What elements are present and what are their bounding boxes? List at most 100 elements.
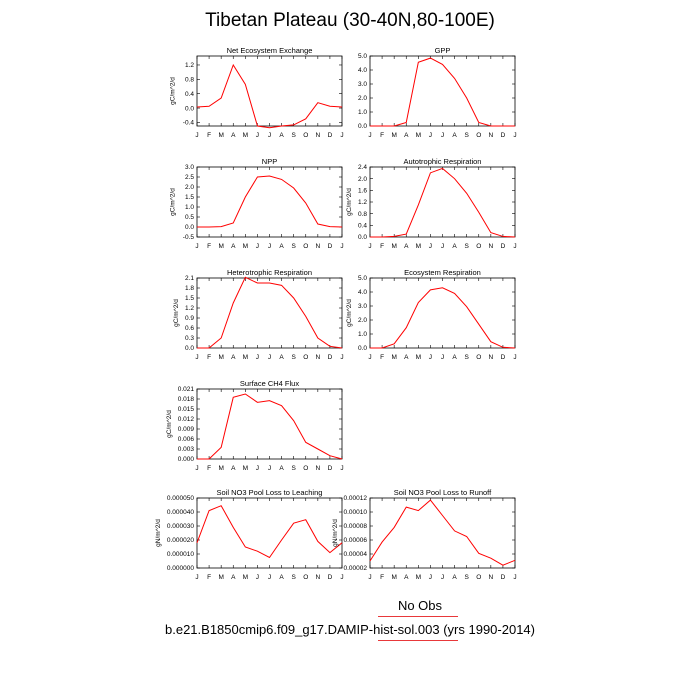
y-tick-label: 0.0 — [358, 234, 367, 241]
y-tick-label: 0.000010 — [167, 551, 194, 558]
x-tick-label: S — [291, 132, 296, 139]
series-line — [369, 499, 516, 566]
x-tick-label: J — [429, 574, 432, 581]
y-tick-label: 1.0 — [185, 204, 194, 211]
y-tick-label: 2.0 — [358, 176, 367, 183]
x-tick-label: J — [513, 132, 516, 139]
x-tick-label: J — [256, 465, 259, 472]
y-axis-label: gC/m^2/d — [346, 299, 353, 327]
x-tick-label: M — [416, 243, 421, 250]
y-tick-label: 5.0 — [358, 53, 367, 60]
x-tick-label: S — [464, 132, 469, 139]
chart-panel-4: J F M A M J J A S O N D J2.11.81.51.20.90.60.30.0Het… — [173, 268, 343, 361]
x-tick-label: J — [513, 243, 516, 250]
series-line — [197, 276, 343, 349]
x-tick-label: A — [279, 574, 284, 581]
y-tick-label: 0.5 — [185, 214, 194, 221]
y-tick-label: 0.0 — [358, 123, 367, 130]
x-tick-label: J — [256, 132, 259, 139]
x-tick-label: N — [315, 354, 320, 361]
x-tick-label: D — [328, 132, 333, 139]
x-tick-label: O — [476, 354, 481, 361]
x-tick-label: D — [328, 465, 333, 472]
x-tick-label: M — [218, 132, 223, 139]
x-tick-label: D — [501, 132, 506, 139]
chart-title: Surface CH4 Flux — [240, 379, 299, 388]
page-title: Tibetan Plateau (30-40N,80-100E) — [205, 10, 495, 31]
y-tick-label: 0.000050 — [167, 495, 194, 502]
x-tick-label: M — [243, 243, 248, 250]
x-tick-label: A — [279, 354, 284, 361]
x-tick-label: A — [231, 574, 236, 581]
y-tick-label: 0.00010 — [344, 509, 368, 516]
x-tick-label: F — [380, 132, 384, 139]
y-tick-label: 0.006 — [178, 436, 195, 443]
x-tick-label: M — [391, 354, 396, 361]
chart-title: Heterotrophic Respiration — [227, 268, 312, 277]
y-axis-label: gN/m^2/d — [155, 519, 162, 547]
x-tick-label: O — [476, 574, 481, 581]
x-tick-label: J — [340, 465, 343, 472]
y-tick-label: 0.00002 — [344, 565, 368, 572]
x-tick-label: J — [195, 354, 198, 361]
series-line — [196, 63, 343, 129]
y-tick-label: 0.4 — [185, 91, 194, 98]
y-tick-label: 1.2 — [185, 305, 194, 312]
x-tick-label: S — [291, 465, 296, 472]
y-tick-label: 0.8 — [185, 77, 194, 84]
y-tick-label: 4.0 — [358, 289, 367, 296]
x-tick-label: F — [207, 243, 211, 250]
x-tick-label: J — [368, 574, 371, 581]
y-tick-label: 0.3 — [185, 335, 194, 342]
chart-title: NPP — [262, 157, 277, 166]
x-tick-label: J — [256, 243, 259, 250]
x-tick-label: S — [464, 243, 469, 250]
chart-title: Soil NO3 Pool Loss to Runoff — [394, 488, 492, 497]
y-tick-label: 0.000020 — [167, 537, 194, 544]
plot-frame — [369, 55, 516, 127]
x-tick-label: N — [315, 243, 320, 250]
x-tick-label: D — [328, 574, 333, 581]
y-tick-label: 0.000030 — [167, 523, 194, 530]
plot-frame — [196, 277, 343, 349]
x-tick-label: J — [268, 132, 271, 139]
y-tick-label: 0.0 — [185, 224, 194, 231]
x-tick-label: F — [207, 465, 211, 472]
x-tick-label: F — [380, 243, 384, 250]
x-tick-label: J — [441, 132, 444, 139]
y-tick-label: 0.00012 — [344, 495, 368, 502]
x-tick-label: S — [291, 574, 296, 581]
chart-title: Net Ecosystem Exchange — [227, 46, 313, 55]
x-tick-label: S — [291, 354, 296, 361]
y-tick-label: 1.0 — [358, 331, 367, 338]
x-tick-label: N — [488, 354, 493, 361]
x-tick-label: M — [243, 132, 248, 139]
chart-title: Ecosystem Respiration — [404, 268, 481, 277]
y-tick-label: -0.4 — [183, 120, 195, 127]
series-line — [370, 57, 515, 127]
y-tick-label: 0.000000 — [167, 565, 194, 572]
y-tick-label: 0.9 — [185, 315, 194, 322]
x-tick-label: M — [416, 574, 421, 581]
x-tick-label: O — [303, 574, 308, 581]
x-tick-label: A — [279, 465, 284, 472]
x-tick-label: F — [207, 354, 211, 361]
x-tick-label: O — [303, 465, 308, 472]
x-tick-label: M — [218, 465, 223, 472]
x-tick-label: J — [195, 132, 198, 139]
x-tick-label: M — [391, 243, 396, 250]
x-tick-label: A — [452, 132, 457, 139]
x-tick-label: J — [429, 243, 432, 250]
y-tick-label: 0.00006 — [344, 537, 368, 544]
y-tick-label: 0.003 — [178, 446, 195, 453]
x-tick-label: F — [380, 354, 384, 361]
x-tick-label: D — [501, 243, 506, 250]
y-tick-label: 0.0 — [358, 345, 367, 352]
x-tick-label: A — [404, 354, 409, 361]
x-tick-label: A — [231, 243, 236, 250]
x-tick-label: F — [207, 132, 211, 139]
x-tick-label: J — [441, 243, 444, 250]
x-tick-label: J — [195, 465, 198, 472]
x-tick-label: J — [340, 243, 343, 250]
